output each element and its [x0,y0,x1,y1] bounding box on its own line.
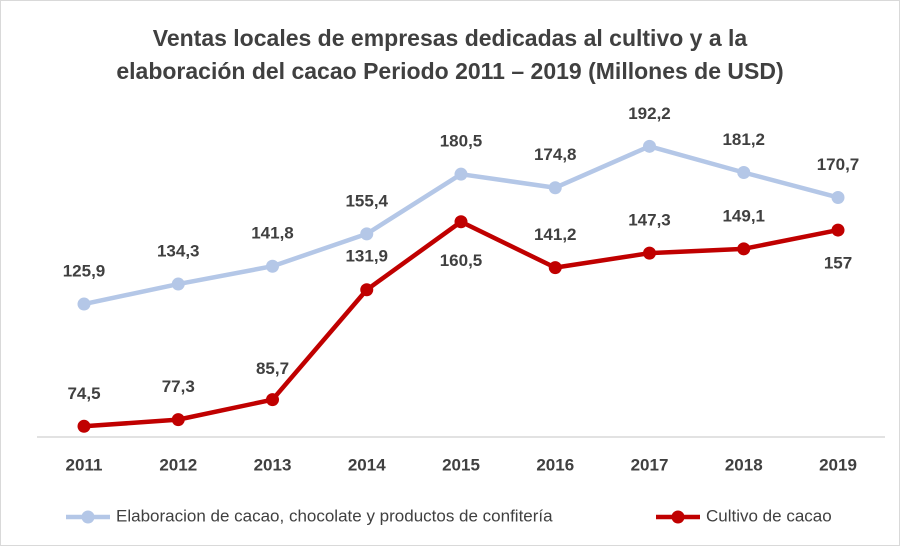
data-label: 174,8 [534,145,577,164]
data-point [360,283,374,297]
x-tick-label: 2016 [536,455,574,474]
data-label: 157 [824,254,852,273]
x-tick-label: 2013 [254,455,292,474]
data-point [831,190,845,204]
legend-marker [81,510,95,524]
data-point [171,277,185,291]
data-label: 149,1 [722,206,765,225]
data-label: 170,7 [817,155,860,174]
data-label: 131,9 [345,246,388,265]
data-label: 134,3 [157,242,200,261]
data-point [643,139,656,153]
data-point [737,166,751,180]
data-label: 74,5 [67,384,100,403]
data-point [548,181,562,195]
x-tick-label: 2011 [66,455,103,474]
data-point [266,259,279,273]
data-point [77,419,91,433]
x-tick-label: 2012 [159,455,197,474]
data-label: 192,2 [628,104,671,123]
data-point [266,393,279,407]
data-point [548,261,562,275]
x-tick-label: 2015 [442,455,480,474]
data-label: 155,4 [345,191,388,210]
x-tick-label: 2018 [725,455,763,474]
data-point [171,413,185,427]
chart-title: Ventas locales de empresas dedicadas al … [116,25,784,84]
data-label: 160,5 [440,251,483,270]
data-point [643,246,656,260]
data-point [737,242,751,256]
data-label: 180,5 [440,132,483,151]
data-point [454,167,468,181]
data-label: 141,8 [251,224,294,243]
data-label: 85,7 [256,359,289,378]
x-tick-label: 2014 [348,455,386,474]
data-label: 125,9 [63,262,106,281]
data-point [77,297,91,311]
data-label: 141,2 [534,225,577,244]
x-tick-label: 2019 [819,455,857,474]
data-label: 77,3 [162,377,195,396]
data-point [360,227,374,241]
data-label: 181,2 [722,130,765,149]
data-label: 147,3 [628,211,671,230]
legend-label: Elaboracion de cacao, chocolate y produc… [116,506,553,525]
data-point [454,215,468,229]
legend-label: Cultivo de cacao [706,506,832,525]
data-point [831,223,845,237]
x-tick-label: 2017 [631,455,669,474]
legend-marker [671,510,685,524]
